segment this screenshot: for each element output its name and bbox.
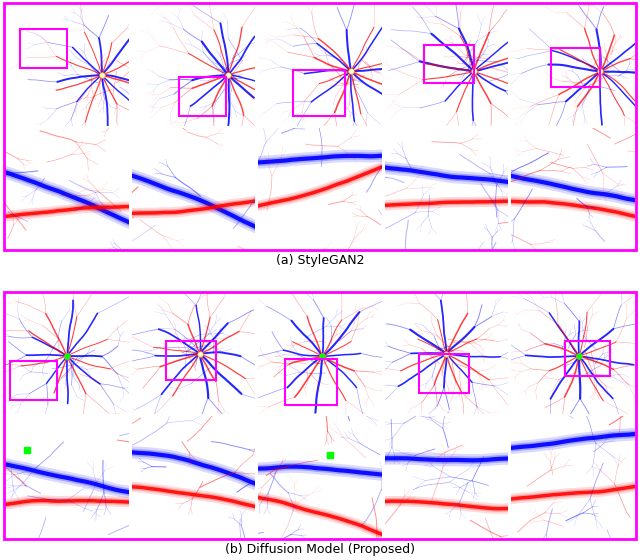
Bar [292,70,345,116]
Bar [424,45,474,83]
Bar [166,342,216,380]
Bar [10,361,57,400]
Bar [566,342,610,376]
Bar [20,29,67,68]
Bar [550,48,600,87]
Bar [285,358,337,405]
Text: (a) StyleGAN2: (a) StyleGAN2 [276,254,364,268]
Text: (b) Diffusion Model (Proposed): (b) Diffusion Model (Proposed) [225,543,415,556]
Bar [419,354,468,393]
Bar [179,77,226,116]
